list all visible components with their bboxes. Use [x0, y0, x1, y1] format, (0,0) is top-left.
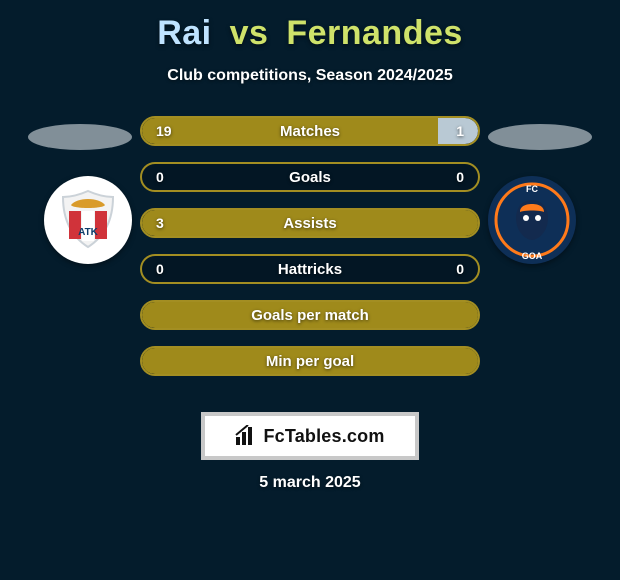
stat-value-left: 19: [156, 118, 172, 144]
stat-label: Goals per match: [142, 302, 478, 328]
left-shadow-ellipse: [28, 124, 132, 150]
right-team-badge: FC GOA: [488, 176, 576, 264]
brand-box: FcTables.com: [201, 412, 419, 460]
title-right-player: Fernandes: [286, 14, 462, 52]
comparison-infographic: Rai vs Fernandes Club competitions, Seas…: [0, 0, 620, 580]
svg-text:ATK: ATK: [78, 227, 99, 238]
stat-value-left: 0: [156, 164, 164, 190]
svg-text:GOA: GOA: [522, 251, 543, 261]
right-shadow-ellipse: [488, 124, 592, 150]
stat-row: Hattricks0 0: [140, 254, 480, 284]
stat-label: Goals: [142, 164, 478, 190]
right-side: FC GOA: [480, 116, 600, 376]
stat-value-left: 3: [156, 210, 164, 236]
stat-value-right: 1: [456, 118, 464, 144]
page-title: Rai vs Fernandes: [0, 14, 620, 53]
title-vs: vs: [230, 14, 269, 52]
chart-bars-icon: [235, 425, 257, 447]
fcgoa-logo-icon: FC GOA: [488, 176, 576, 264]
left-side: ATK: [20, 116, 140, 376]
stat-row: Assists3: [140, 208, 480, 238]
stat-row: Goals per match: [140, 300, 480, 330]
subtitle: Club competitions, Season 2024/2025: [0, 67, 620, 85]
chart-area: ATK Matches191Goals00Assists3Hattricks00…: [0, 116, 620, 376]
atk-logo-icon: ATK: [53, 185, 123, 255]
svg-text:FC: FC: [526, 184, 538, 194]
left-team-badge: ATK: [44, 176, 132, 264]
title-left-player: Rai: [157, 14, 211, 52]
stat-bars: Matches191Goals00Assists3Hattricks00Goal…: [140, 116, 480, 376]
stat-label: Min per goal: [142, 348, 478, 374]
stat-label: Matches: [142, 118, 478, 144]
stat-row: Min per goal: [140, 346, 480, 376]
brand-name: FcTables.com: [263, 426, 384, 447]
stat-label: Hattricks: [142, 256, 478, 282]
stat-row: Matches19 1: [140, 116, 480, 146]
date-line: 5 march 2025: [0, 474, 620, 492]
stat-value-left: 0: [156, 256, 164, 282]
stat-label: Assists: [142, 210, 478, 236]
stat-row: Goals0 0: [140, 162, 480, 192]
stat-value-right: 0: [456, 164, 464, 190]
stat-value-right: 0: [456, 256, 464, 282]
